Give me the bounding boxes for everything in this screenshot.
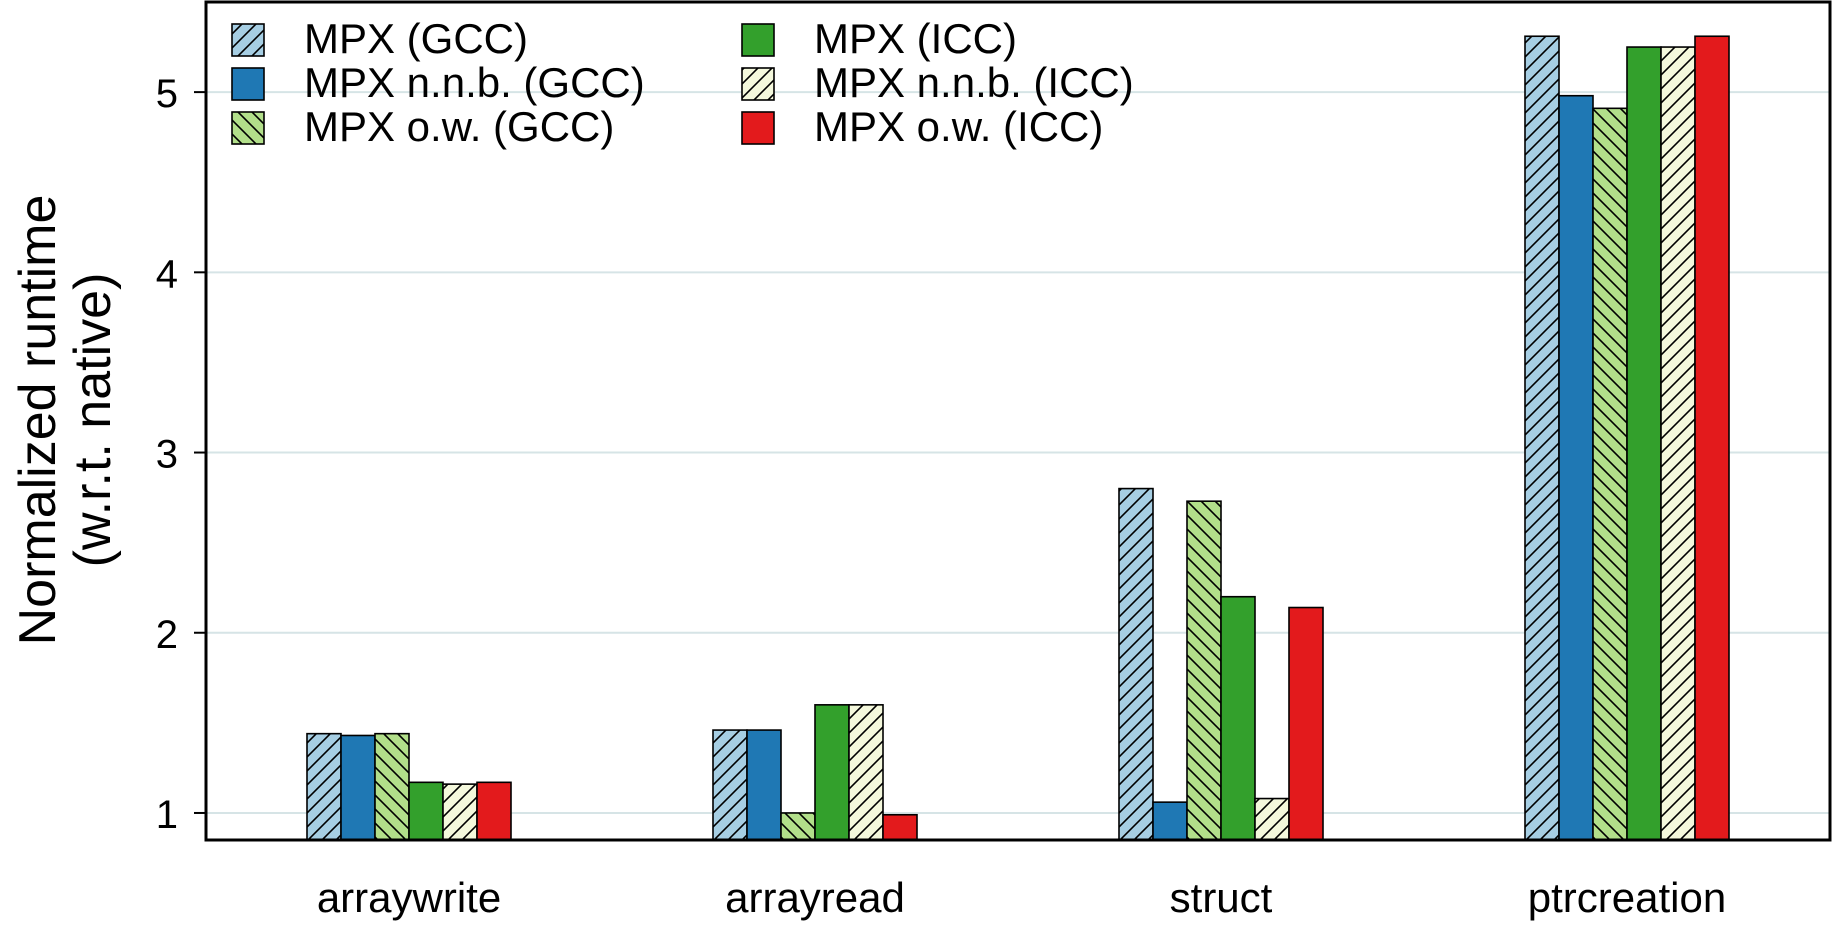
legend-swatch (741, 23, 775, 57)
y-tick-label: 5 (156, 72, 178, 116)
bar-arraywrite-2 (374, 732, 410, 841)
legend-swatch (231, 111, 265, 145)
bar-arraywrite-5 (476, 781, 512, 841)
bar-ptrcreation-5 (1694, 35, 1730, 841)
legend-swatch (741, 111, 775, 145)
legend-entry: MPX o.w. (ICC) (741, 103, 1103, 150)
legend-entry: MPX (GCC) (231, 15, 528, 62)
bar-arrayread-0 (712, 729, 748, 841)
bar-arrayread-1 (746, 729, 782, 841)
legend-entry: MPX n.n.b. (GCC) (231, 59, 645, 106)
legend-label: MPX o.w. (ICC) (814, 103, 1103, 150)
x-tick-label: arrayread (725, 874, 905, 921)
bar-arrayread-3 (814, 704, 850, 841)
bar-ptrcreation-4 (1660, 46, 1696, 841)
bar-struct-3 (1220, 595, 1256, 841)
legend-label: MPX (ICC) (814, 15, 1017, 62)
bar-struct-0 (1118, 487, 1154, 841)
legend-swatch (231, 67, 265, 101)
x-tick-label: ptrcreation (1528, 874, 1726, 921)
legend-entry: MPX o.w. (GCC) (231, 103, 614, 150)
bar-arraywrite-1 (340, 734, 376, 841)
bar-struct-5 (1288, 606, 1324, 841)
legend-entry: MPX (ICC) (741, 15, 1017, 62)
bar-arraywrite-4 (442, 783, 478, 841)
y-tick-label: 4 (156, 252, 178, 296)
y-tick-label: 2 (156, 613, 178, 657)
y-tick-label: 1 (156, 793, 178, 837)
bar-ptrcreation-1 (1558, 94, 1594, 841)
legend-label: MPX n.n.b. (GCC) (304, 59, 645, 106)
bar-arraywrite-0 (306, 732, 342, 841)
legend-label: MPX o.w. (GCC) (304, 103, 614, 150)
y-axis-label: Normalized runtime (9, 195, 67, 646)
bar-arrayread-2 (780, 812, 816, 841)
plot-frame (204, 0, 1832, 842)
bar-arraywrite-3 (408, 781, 444, 841)
legend-swatch (741, 67, 775, 101)
bar-ptrcreation-0 (1524, 35, 1560, 841)
bar-ptrcreation-2 (1592, 107, 1628, 841)
y-tick-label: 3 (156, 433, 178, 477)
bar-struct-4 (1254, 797, 1290, 841)
bar-struct-2 (1186, 500, 1222, 841)
bar-arrayread-5 (882, 813, 918, 841)
bar-arrayread-4 (848, 704, 884, 841)
x-tick-label: struct (1170, 874, 1273, 921)
legend-swatch (231, 23, 265, 57)
bar-ptrcreation-3 (1626, 46, 1662, 841)
legend-entry: MPX n.n.b. (ICC) (741, 59, 1134, 106)
legend-label: MPX n.n.b. (ICC) (814, 59, 1134, 106)
bar-struct-1 (1152, 801, 1188, 841)
x-tick-label: arraywrite (317, 874, 501, 921)
y-axis-label-line2: (w.r.t. native) (64, 273, 122, 568)
legend-label: MPX (GCC) (304, 15, 528, 62)
